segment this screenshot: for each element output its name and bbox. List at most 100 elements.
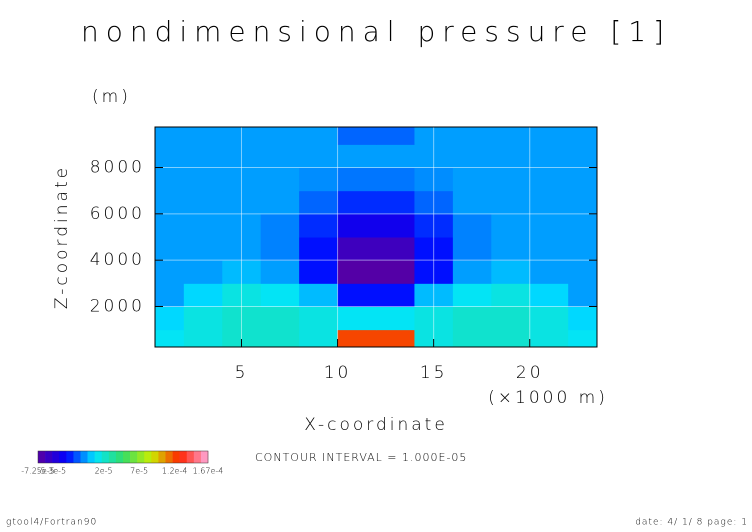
field-cell [155,260,185,284]
field-cell [568,306,597,331]
field-cell [568,127,597,145]
field-cell [155,306,185,331]
field-cell [299,190,339,215]
field-cell [452,283,492,307]
colorbar-label: -5.3e-5 [38,467,67,476]
field-cell [529,329,569,347]
x-unit: (×1000 m) [488,388,608,408]
x-tick-label: 20 [516,363,544,383]
field-cell [260,167,300,192]
colorbar-box [66,451,74,463]
field-cell [529,190,569,215]
field-cell [260,237,300,261]
field-cell [376,306,415,331]
colorbar-box [115,451,124,463]
field-cell [183,260,223,284]
field-cell [568,329,597,347]
field-cell [299,167,339,192]
field-cell [155,144,185,169]
field-cell [491,144,531,169]
footer-left: gtool4/Fortran90 [6,518,97,528]
field-cell [183,144,223,169]
field-cell [568,213,597,238]
field-cell [491,237,531,261]
field-cell [183,306,223,331]
field-cell [337,167,377,192]
y-tick-label: 2000 [90,296,145,316]
colorbar-box [59,451,67,463]
field-cell [299,144,339,169]
field-cell [260,127,300,145]
x-tick-label: 15 [420,363,448,383]
field-cell [491,260,531,284]
field-cell [452,329,492,347]
field-cell [337,306,377,331]
field-cell [299,260,339,284]
field-cell [337,329,377,347]
colorbar-label: 1.2e-4 [162,467,188,476]
chart-title: nondimensional pressure [1] [81,15,671,48]
field-cell [452,127,492,145]
field-cell [452,306,492,331]
x-tick-label: 10 [324,363,352,383]
colorbar-box [80,451,88,463]
x-tick-label: 5 [235,363,249,383]
colorbar-box [172,451,180,463]
contour-interval: CONTOUR INTERVAL = 1.000E-05 [255,451,467,464]
field-cell [155,283,185,307]
field-cell [376,167,415,192]
colorbar-box [38,451,46,463]
y-unit: (m) [92,87,131,107]
plot-frame [154,126,598,348]
field-cell [529,283,569,307]
field-cell [452,237,492,261]
field-cell [337,190,377,215]
colorbar-box [130,451,138,463]
field-cell [568,260,597,284]
colorbar-label: 2e-5 [95,467,113,476]
field-cell [155,237,185,261]
field-cell [568,237,597,261]
colorbar-box [137,451,145,463]
field-cell [299,127,339,145]
colorbar-box [186,451,195,463]
field-cell [568,144,597,169]
colorbar-box [193,451,202,463]
field-cell [529,127,569,145]
field-cell [376,283,415,307]
colorbar-box [108,451,117,463]
colorbar-box [151,451,159,463]
field-cell [299,329,339,347]
field-cell [376,237,415,261]
field-cell [155,329,185,347]
colorbar-box [158,451,166,463]
field-cell [183,167,223,192]
field-cell [452,260,492,284]
y-axis-label: Z-coordinate [52,165,72,309]
field-cell [529,213,569,238]
field-cell [183,190,223,215]
field-cell [491,167,531,192]
colorbar-box [94,451,103,463]
field-cell [337,260,377,284]
colorbar-box [45,451,53,463]
y-tick-label: 8000 [90,158,145,178]
field-cell [183,283,223,307]
field-cell [529,237,569,261]
colorbar-box [73,451,81,463]
field-cell [183,127,223,145]
colorbar-box [87,451,95,463]
field-cell [452,167,492,192]
colorbar-box [179,451,188,463]
field-cell [260,260,300,284]
field-cell [260,283,300,307]
field-cell [337,213,377,238]
field-cell [337,237,377,261]
colorbar-box [165,451,173,463]
colorbar-label: 1.67e-4 [193,467,224,476]
y-tick-label: 6000 [90,204,145,224]
field-cell [183,329,223,347]
colorbar-box [144,451,152,463]
colorbar-box [52,451,60,463]
